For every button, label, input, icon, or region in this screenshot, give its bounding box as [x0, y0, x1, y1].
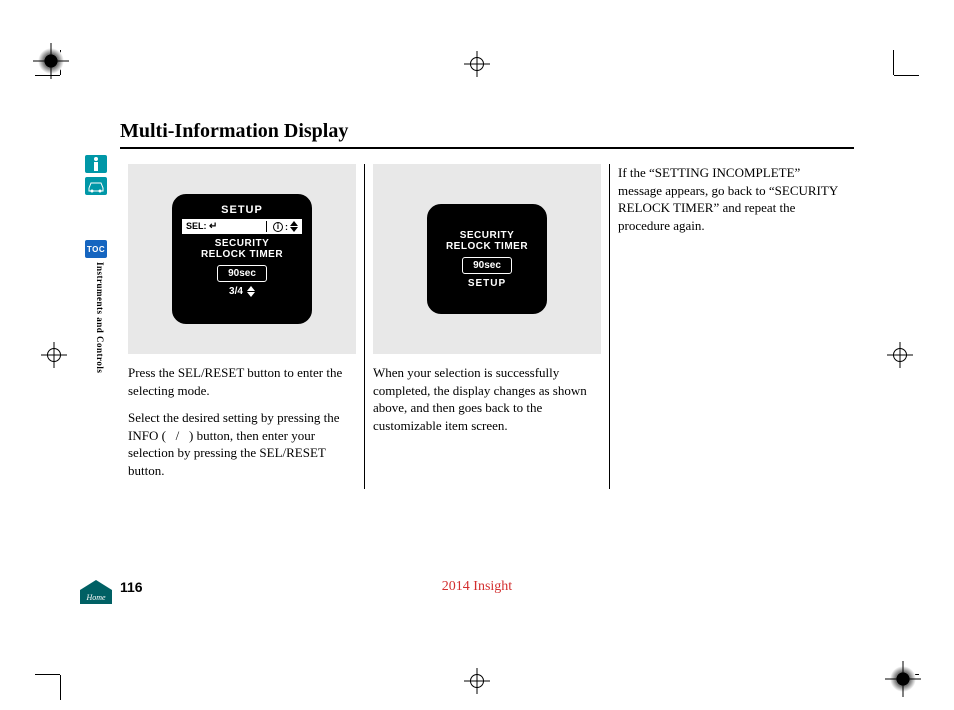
col1-paragraph-1: Press the SEL/RESET button to enter the … [128, 364, 356, 399]
info-circle-icon: i [273, 222, 283, 232]
home-button[interactable]: Home [80, 580, 112, 602]
triangle-down-icon [247, 292, 255, 297]
column-1: SETUP SEL: ↵ i : SECURITY RELOCK TIMER 9… [120, 164, 364, 489]
crop-mark [894, 75, 919, 76]
section-label: Instruments and Controls [95, 262, 105, 373]
car-icon [85, 177, 107, 195]
column-3: If the “SETTING INCOMPLETE” message appe… [609, 164, 854, 489]
triangle-up-icon [247, 286, 255, 291]
page-content: Multi-Information Display SETUP SEL: ↵ i… [120, 120, 854, 600]
lcd-line-1: SECURITY [460, 230, 515, 241]
page-number: 116 [120, 579, 143, 595]
info-button[interactable] [85, 155, 107, 173]
column-2: SECURITY RELOCK TIMER 90sec SETUP When y… [364, 164, 609, 489]
lcd-value: 90sec [217, 265, 267, 282]
home-label: Home [80, 590, 112, 604]
illustration-1: SETUP SEL: ↵ i : SECURITY RELOCK TIMER 9… [128, 164, 356, 354]
triangle-down-icon [290, 227, 298, 232]
lcd-line-2: RELOCK TIMER [446, 241, 528, 252]
lcd-line-1: SECURITY [215, 238, 270, 249]
lcd-screen-result: SECURITY RELOCK TIMER 90sec SETUP [427, 204, 547, 314]
model-year: 2014 Insight [442, 579, 512, 595]
col1-paragraph-2: Select the desired setting by pressing t… [128, 409, 356, 479]
toc-label: TOC [87, 245, 105, 254]
crop-mark [893, 50, 894, 75]
lcd-pager: 3/4 [229, 286, 255, 297]
content-columns: SETUP SEL: ↵ i : SECURITY RELOCK TIMER 9… [120, 164, 854, 489]
lcd-sel-row: SEL: ↵ i : [182, 219, 302, 234]
lcd-screen-setup: SETUP SEL: ↵ i : SECURITY RELOCK TIMER 9… [172, 194, 312, 324]
lcd-sel-label: SEL: [186, 221, 207, 231]
col3-paragraph-1: If the “SETTING INCOMPLETE” message appe… [618, 164, 846, 234]
radial-mark [890, 666, 916, 692]
lcd-line-2: RELOCK TIMER [201, 249, 283, 260]
registration-mark [468, 55, 486, 73]
triangle-up-icon [290, 221, 298, 226]
enter-arrow-icon: ↵ [209, 221, 217, 232]
info-icon [91, 157, 101, 171]
page-title: Multi-Information Display [120, 120, 854, 149]
crop-mark [35, 674, 60, 675]
lcd-value: 90sec [462, 257, 512, 274]
registration-mark [891, 346, 909, 364]
lcd-footer: SETUP [468, 278, 506, 289]
crop-mark [35, 75, 60, 76]
crop-mark [60, 675, 61, 700]
registration-mark [45, 346, 63, 364]
lcd-header: SETUP [221, 204, 263, 216]
lcd-pager-text: 3/4 [229, 286, 243, 297]
registration-mark [468, 672, 486, 690]
radial-mark [38, 48, 64, 74]
col2-paragraph-1: When your selection is successfully comp… [373, 364, 601, 434]
illustration-2: SECURITY RELOCK TIMER 90sec SETUP [373, 164, 601, 354]
toc-button[interactable]: TOC [85, 240, 107, 258]
home-roof-icon [80, 580, 112, 590]
car-button[interactable] [85, 177, 107, 195]
